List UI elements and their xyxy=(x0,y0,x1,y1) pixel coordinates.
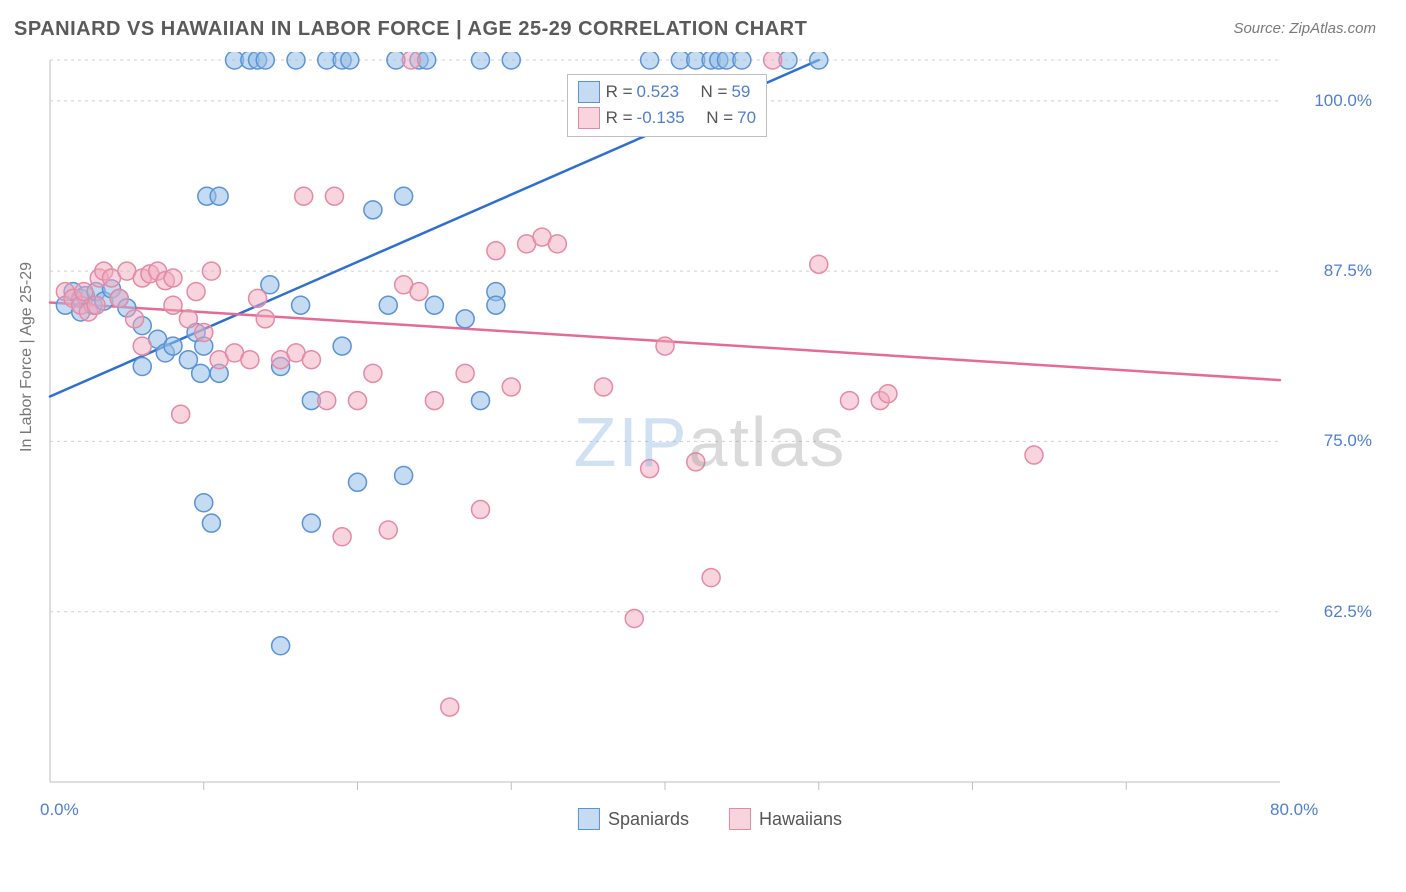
legend-swatch-icon xyxy=(578,808,600,830)
chart-title: SPANIARD VS HAWAIIAN IN LABOR FORCE | AG… xyxy=(14,18,807,41)
legend-row: R = 0.523 N = 59 xyxy=(578,79,756,105)
correlation-legend: R = 0.523 N = 59R = -0.135 N = 70 xyxy=(567,74,767,137)
legend-swatch-icon xyxy=(729,808,751,830)
series-legend-label: Hawaiians xyxy=(759,809,842,830)
series-legend-item: Spaniards xyxy=(578,808,689,830)
legend-row: R = -0.135 N = 70 xyxy=(578,105,756,131)
y-tick-label: 75.0% xyxy=(1324,431,1372,451)
chart-header: SPANIARD VS HAWAIIAN IN LABOR FORCE | AG… xyxy=(0,0,1406,49)
series-legend: Spaniards Hawaiians xyxy=(578,808,842,830)
x-tick-label: 80.0% xyxy=(1270,800,1318,820)
y-tick-label: 100.0% xyxy=(1314,91,1372,111)
x-tick-label: 0.0% xyxy=(40,800,79,820)
series-legend-label: Spaniards xyxy=(608,809,689,830)
series-legend-item: Hawaiians xyxy=(729,808,842,830)
chart-area: In Labor Force | Age 25-29 ZIPatlas R = … xyxy=(40,52,1380,832)
legend-swatch-icon xyxy=(578,81,600,103)
y-axis-title: In Labor Force | Age 25-29 xyxy=(18,262,36,452)
y-tick-label: 62.5% xyxy=(1324,602,1372,622)
y-tick-label: 87.5% xyxy=(1324,261,1372,281)
source-attribution: Source: ZipAtlas.com xyxy=(1233,18,1376,37)
scatter-plot xyxy=(40,52,1380,832)
legend-swatch-icon xyxy=(578,107,600,129)
